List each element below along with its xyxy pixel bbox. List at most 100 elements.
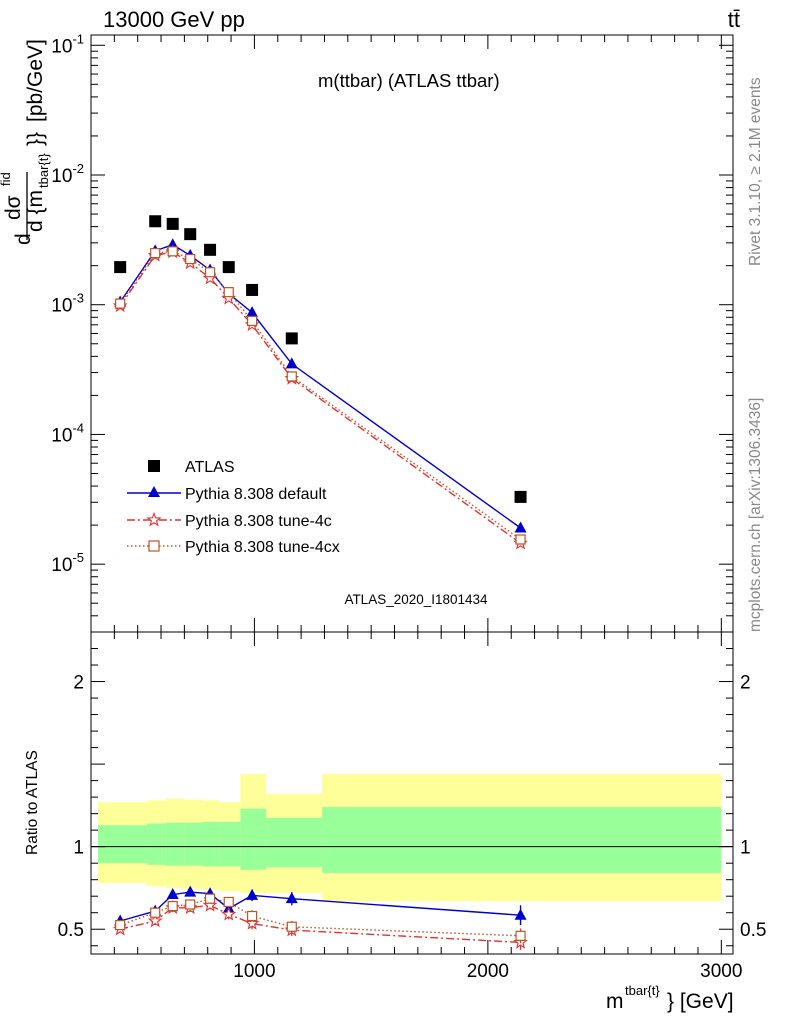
ratio-y-tick-label-right: 1	[740, 838, 751, 859]
stat-uncertainty-band	[266, 817, 323, 868]
ratio-data-point	[285, 892, 298, 904]
legend-entry-tune4c: Pythia 8.308 tune-4c	[127, 511, 332, 530]
main-y-tick-label: 10-5	[51, 550, 84, 576]
ylabel-den-close: }}	[24, 132, 47, 146]
stat-uncertainty-band	[165, 822, 185, 866]
ratio-y-tick-label-left: 1	[73, 838, 84, 859]
main-data-point	[246, 283, 259, 296]
legend-entry-atlas: ATLAS	[148, 459, 235, 476]
stat-uncertainty-band	[322, 807, 722, 874]
ratio-y-axis-title: Ratio to ATLAS	[24, 750, 41, 855]
legend-marker-default	[148, 486, 160, 497]
ratio-data-point	[115, 920, 126, 931]
main-data-point	[285, 332, 298, 345]
main-data-point	[115, 298, 126, 309]
main-data-point	[286, 371, 297, 382]
mcplots-label: mcplots.cern.ch [arXiv:1306.3436]	[747, 398, 764, 632]
ratio-x-tick-label: 3000	[700, 961, 742, 982]
main-y-tick-label: 10-4	[51, 420, 84, 446]
ylabel-num-sigma: dσ	[2, 195, 25, 220]
xlabel-tail: } [GeV]	[667, 990, 734, 1013]
main-data-point	[114, 261, 127, 274]
main-data-point	[166, 217, 179, 230]
ratio-y-tick-label-left: 0.5	[58, 920, 84, 941]
legend-marker-tune4cx	[148, 540, 160, 552]
main-series-pythia-8-308-tune-4cx	[115, 246, 526, 545]
ratio-series-line	[119, 897, 521, 937]
ratio-data-point	[221, 906, 237, 921]
ratio-data-point	[244, 915, 260, 930]
ratio-y-tick-label-right: 0.5	[740, 920, 766, 941]
main-data-point	[223, 287, 234, 298]
ratio-data-point	[185, 899, 196, 910]
ratio-data-layer	[112, 885, 528, 950]
xlabel-sup: tbar{t}	[625, 983, 660, 998]
ratio-data-point	[150, 907, 161, 918]
ratio-panel: 0.5 0.5 1 1 2 2 1000 2000 3000 Ratio to ATLAS m …	[24, 631, 767, 1013]
ratio-series-line	[120, 904, 521, 944]
main-data-point	[285, 357, 298, 369]
main-y-tick-label: 10-2	[51, 161, 84, 187]
ratio-data-point	[246, 910, 258, 922]
watermark: ATLAS_2020_I1801434	[344, 592, 488, 607]
main-data-point	[167, 246, 178, 257]
main-data-point	[204, 243, 217, 256]
stat-uncertainty-band	[240, 808, 267, 870]
ylabel-units: [pb/GeV]	[24, 39, 47, 122]
main-data-point	[184, 228, 197, 241]
x-axis-title: m tbar{t} } [GeV]	[606, 983, 734, 1013]
main-data-point	[515, 534, 526, 545]
main-data-point	[149, 215, 162, 228]
ylabel-num-sup: fid	[0, 172, 13, 186]
ratio-y-tick-label-right: 2	[740, 673, 751, 694]
legend-entry-tune4cx: Pythia 8.308 tune-4cx	[127, 539, 340, 556]
main-data-point	[222, 261, 235, 274]
ratio-y-tick-label-left: 2	[73, 673, 84, 694]
main-series-atlas	[114, 215, 527, 503]
main-y-tick-label: 10-1	[51, 31, 84, 57]
legend-marker-atlas	[148, 460, 160, 472]
ratio-uncertainty-bands	[98, 774, 722, 902]
legend-label-default: Pythia 8.308 default	[185, 486, 327, 503]
ratio-axis-ticks	[91, 632, 733, 954]
main-panel: 10-5 10-4 10-3 10-2 10-1 m(ttbar) (ATLAS ttb…	[0, 31, 734, 633]
main-axis-ticks	[91, 35, 733, 633]
main-data-point	[514, 521, 527, 533]
ratio-data-point	[514, 908, 527, 920]
ylabel-num-d: d	[12, 233, 35, 245]
ratio-data-point	[147, 913, 163, 928]
header-right: tt̄	[728, 7, 740, 32]
main-data-point	[150, 247, 161, 259]
main-data-point	[185, 253, 196, 265]
stat-uncertainty-band	[184, 822, 204, 866]
xlabel-main: m	[606, 990, 624, 1013]
ratio-data-point	[184, 885, 197, 897]
stat-uncertainty-band	[219, 821, 241, 867]
legend-label-atlas: ATLAS	[185, 459, 235, 476]
ylabel-den: d {m	[24, 190, 47, 232]
main-y-tick-labels: 10-5 10-4 10-3 10-2 10-1	[51, 31, 84, 576]
ratio-series-pythia-8-308-tune-4cx	[115, 893, 526, 944]
legend-label-tune4c: Pythia 8.308 tune-4c	[185, 513, 332, 530]
ratio-frame	[90, 631, 734, 955]
main-data-point	[204, 267, 216, 278]
ratio-data-point	[515, 930, 526, 941]
ratio-x-tick-label: 2000	[467, 961, 509, 982]
main-data-point	[246, 306, 259, 318]
main-data-layer	[112, 215, 528, 550]
ratio-data-point	[286, 921, 297, 932]
rivet-version-label: Rivet 3.1.10, ≥ 2.1M events	[747, 77, 764, 266]
stat-uncertainty-band	[98, 825, 148, 864]
main-data-point	[514, 490, 527, 503]
legend-label-tune4cx: Pythia 8.308 tune-4cx	[185, 539, 340, 556]
legend-marker-tune4c	[146, 511, 162, 527]
ratio-data-point	[167, 901, 178, 912]
stat-uncertainty-band	[203, 821, 220, 867]
ratio-data-point	[204, 893, 216, 904]
ratio-data-point	[246, 888, 259, 900]
stat-uncertainty-band	[147, 823, 166, 865]
main-y-tick-label: 10-3	[51, 291, 84, 317]
ratio-tick-labels: 0.5 0.5 1 1 2 2 1000 2000 3000	[58, 673, 767, 982]
ratio-data-point	[223, 896, 234, 908]
